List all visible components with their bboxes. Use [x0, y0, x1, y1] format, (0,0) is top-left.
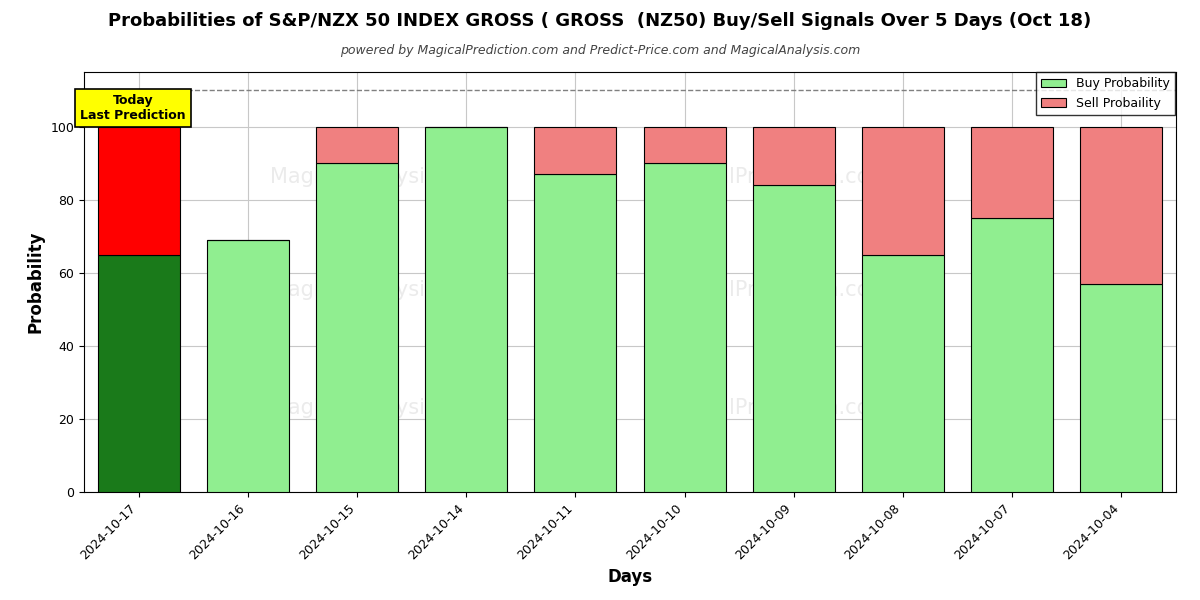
Bar [97, 254, 180, 492]
Bar [534, 174, 617, 492]
Bar [971, 218, 1054, 492]
Legend: Buy Probability, Sell Probaility: Buy Probability, Sell Probaility [1036, 73, 1175, 115]
Text: powered by MagicalPrediction.com and Predict-Price.com and MagicalAnalysis.com: powered by MagicalPrediction.com and Pre… [340, 44, 860, 57]
Text: MagicalPrediction.com: MagicalPrediction.com [655, 398, 889, 418]
Bar [971, 127, 1054, 218]
Bar [752, 185, 835, 492]
Bar [425, 127, 508, 492]
Bar [316, 127, 398, 163]
Text: MagicalAnalysis.com: MagicalAnalysis.com [270, 398, 487, 418]
Bar [862, 127, 944, 254]
Bar [862, 254, 944, 492]
Text: MagicalPrediction.com: MagicalPrediction.com [655, 167, 889, 187]
Bar [643, 127, 726, 163]
Bar [97, 127, 180, 254]
Bar [1080, 127, 1163, 284]
Text: Probabilities of S&P/NZX 50 INDEX GROSS ( GROSS  (NZ50) Buy/Sell Signals Over 5 : Probabilities of S&P/NZX 50 INDEX GROSS … [108, 12, 1092, 30]
Bar [206, 240, 289, 492]
Text: MagicalAnalysis.com: MagicalAnalysis.com [270, 167, 487, 187]
Bar [643, 163, 726, 492]
X-axis label: Days: Days [607, 568, 653, 586]
Y-axis label: Probability: Probability [26, 231, 44, 333]
Text: MagicalAnalysis.com: MagicalAnalysis.com [270, 280, 487, 301]
Text: MagicalPrediction.com: MagicalPrediction.com [655, 280, 889, 301]
Bar [316, 163, 398, 492]
Bar [534, 127, 617, 174]
Text: Today
Last Prediction: Today Last Prediction [80, 94, 186, 122]
Bar [1080, 284, 1163, 492]
Bar [752, 127, 835, 185]
